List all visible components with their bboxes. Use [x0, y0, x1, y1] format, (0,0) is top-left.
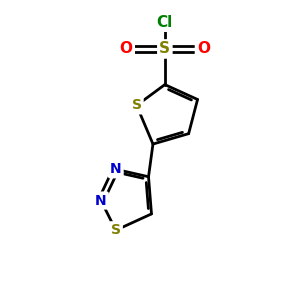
Text: N: N [95, 194, 107, 208]
Text: S: S [111, 223, 121, 237]
Text: S: S [159, 41, 170, 56]
Text: N: N [110, 162, 122, 176]
Text: Cl: Cl [157, 15, 173, 30]
Text: S: S [132, 98, 142, 112]
Text: O: O [197, 41, 210, 56]
Text: O: O [120, 41, 133, 56]
